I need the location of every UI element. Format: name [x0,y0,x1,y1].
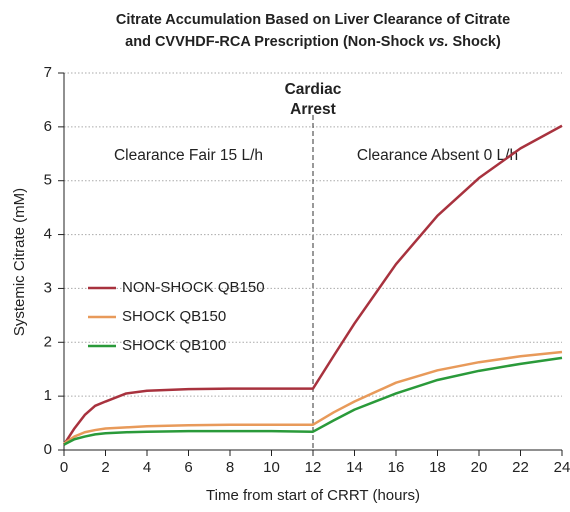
y-tick-label: 5 [44,172,52,189]
x-tick-label: 14 [346,459,363,476]
x-axis-label: Time from start of CRRT (hours) [206,487,420,504]
series-line [63,356,563,446]
chart-title: and CVVHDF-RCA Prescription (Non-Shock vs… [125,34,501,50]
y-tick-label: 3 [44,279,52,296]
legend-label: SHOCK QB150 [122,308,226,325]
x-tick-label: 0 [60,459,68,476]
legend-label: SHOCK QB100 [122,337,226,354]
x-tick-label: 10 [263,459,280,476]
x-tick-label: 16 [388,459,405,476]
title-part: and CVVHDF-RCA Prescription (Non-Shock [125,34,425,50]
x-tick-label: 22 [512,459,529,476]
legend-label: NON-SHOCK QB150 [122,279,265,296]
x-tick-label: 12 [305,459,322,476]
y-tick-label: 6 [44,118,52,135]
chart-title: Citrate Accumulation Based on Liver Clea… [116,12,510,28]
y-axis-label: Systemic Citrate (mM) [11,188,28,336]
x-tick-label: 24 [554,459,570,476]
title-part: vs. [428,34,448,50]
series-line [62,124,563,446]
y-tick-label: 0 [44,441,52,458]
x-tick-label: 2 [101,459,109,476]
annotation: Cardiac [285,81,342,98]
x-tick-label: 8 [226,459,234,476]
x-tick-label: 20 [471,459,488,476]
y-tick-label: 1 [44,387,52,404]
x-tick-label: 18 [429,459,446,476]
x-tick-label: 6 [184,459,192,476]
annotation: Clearance Fair 15 L/h [114,147,263,164]
y-tick-label: 2 [44,333,52,350]
y-tick-label: 4 [44,226,52,243]
annotation: Arrest [290,101,336,118]
series-line [63,350,563,445]
annotation: Clearance Absent 0 L/h [357,147,518,164]
y-tick-label: 7 [44,64,52,81]
title-part: Shock) [452,34,501,50]
x-tick-label: 4 [143,459,151,476]
